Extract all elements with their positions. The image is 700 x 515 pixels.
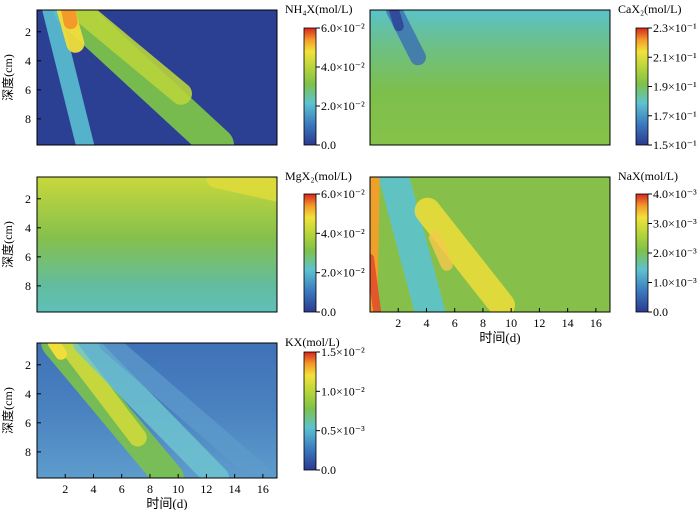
y-tick-label: 2 (25, 192, 31, 206)
colorbar (635, 27, 649, 146)
y-tick-label: 2 (25, 25, 31, 39)
colorbar-tick-label: 1.5×10⁻¹ (653, 138, 697, 152)
y-axis-label: 深度(cm) (0, 387, 15, 434)
x-tick-label: 12 (200, 482, 212, 496)
colorbar-tick-label: 2.0×10⁻² (321, 99, 365, 113)
x-tick-label: 4 (90, 482, 96, 496)
concentration-band-4 (99, 343, 275, 478)
colorbar-title: NaX(mol/L) (618, 169, 678, 183)
x-tick-label: 8 (147, 482, 153, 496)
colorbar-tick-label: 0.0 (321, 305, 336, 319)
y-tick-label: 8 (25, 279, 31, 293)
colorbar-tick-label: 0.0 (321, 138, 336, 152)
heatmap-features (386, 10, 426, 66)
colorbar-tick-label: 4.0×10⁻² (321, 226, 365, 240)
colorbar-tick-label: 6.0×10⁻² (321, 187, 365, 201)
x-tick-label: 14 (562, 316, 574, 330)
colorbar-tick-label: 1.0×10⁻² (321, 384, 365, 398)
x-tick-label: 10 (505, 316, 517, 330)
y-axis-label: 深度(cm) (0, 221, 15, 268)
x-tick-label: 16 (257, 482, 269, 496)
colorbar-tick-label: 2.0×10⁻³ (653, 246, 697, 260)
concentration-band-2 (56, 343, 147, 447)
colorbar (303, 193, 317, 313)
colorbar-tick-label: 0.5×10⁻³ (321, 424, 365, 438)
concentration-band-5 (61, 10, 78, 30)
colorbar-tick-label: 4.0×10⁻³ (653, 187, 697, 201)
y-tick-label: 4 (25, 387, 31, 401)
heatmap-features (41, 343, 275, 478)
concentration-band-5 (428, 231, 453, 271)
colorbar-title: CaX₂(mol/L) (618, 2, 682, 16)
colorbar-title: NH₄X(mol/L) (285, 2, 353, 16)
colorbar-tick-label: 6.0×10⁻² (321, 21, 365, 35)
y-tick-label: 4 (25, 221, 31, 235)
colorbar-tick-label: 1.0×10⁻³ (653, 276, 697, 290)
colorbar-tick-label: 3.0×10⁻³ (653, 217, 697, 231)
heatmap-features (42, 10, 234, 145)
x-axis-label: 时间(d) (146, 496, 187, 510)
x-tick-label: 16 (590, 316, 602, 330)
colorbar-tick-label: 1.5×10⁻² (321, 345, 365, 359)
x-tick-label: 8 (480, 316, 486, 330)
plot-frame (36, 9, 278, 146)
colorbar (635, 193, 649, 313)
x-tick-label: 14 (229, 482, 241, 496)
colorbar-tick-label: 1.9×10⁻¹ (653, 80, 697, 94)
panel-4: 2 4 6 8 10 12 14 16 时间(d) 0.0 1.0×10⁻³ 2.0×10⁻³ 3.0×… (369, 169, 697, 345)
heatmap-features (370, 177, 515, 312)
concentration-band-3 (42, 10, 94, 145)
concentration-band-2 (370, 254, 382, 312)
plot-frame (36, 342, 278, 479)
y-tick-label: 6 (25, 250, 31, 264)
colorbar-tick-label: 1.7×10⁻¹ (653, 109, 697, 123)
concentration-band-5 (47, 343, 67, 360)
concentration-band-2 (389, 10, 404, 32)
x-tick-label: 6 (452, 316, 458, 330)
panel-3: 2 4 6 8 深度(cm) 0.0 2.0×10⁻² 4.0×10⁻² 6.0×10⁻² MgX… (0, 169, 365, 319)
colorbar (303, 351, 317, 471)
colorbar-tick-label: 2.3×10⁻¹ (653, 21, 697, 35)
y-tick-label: 2 (25, 358, 31, 372)
x-tick-label: 10 (172, 482, 184, 496)
x-tick-label: 12 (533, 316, 545, 330)
y-tick-label: 8 (25, 445, 31, 459)
x-tick-label: 2 (62, 482, 68, 496)
y-tick-label: 4 (25, 54, 31, 68)
concentration-band-4 (414, 197, 515, 312)
plot-frame (36, 176, 278, 313)
plot-frame (369, 9, 611, 146)
colorbar-tick-label: 2.1×10⁻¹ (653, 50, 697, 64)
heatmap-features (206, 177, 277, 202)
panel-5: 2 4 6 8 2 4 6 8 10 12 14 16 深度(cm) 时间(d) 0.0 0.5×10⁻³ 1.… (0, 335, 365, 511)
colorbar-title: KX(mol/L) (285, 335, 340, 349)
y-tick-label: 6 (25, 83, 31, 97)
concentration-band-3 (73, 343, 229, 478)
colorbar (303, 27, 317, 146)
concentration-band-3 (379, 177, 445, 312)
plot-frame (369, 176, 611, 313)
colorbar-tick-label: 2.0×10⁻² (321, 266, 365, 280)
y-tick-label: 6 (25, 416, 31, 430)
concentration-band-2 (69, 10, 192, 105)
y-axis-label: 深度(cm) (0, 54, 15, 101)
x-tick-label: 6 (119, 482, 125, 496)
colorbar-tick-label: 4.0×10⁻² (321, 60, 365, 74)
panel-1: 2 4 6 8 深度(cm) 0.0 2.0×10⁻² 4.0×10⁻² 6.0×10⁻² NH₄… (0, 2, 365, 152)
heatmap-field (37, 177, 277, 312)
colorbar-title: MgX₂(mol/L) (285, 169, 352, 183)
concentration-band-1 (206, 177, 277, 202)
y-tick-label: 8 (25, 112, 31, 126)
x-axis-label: 时间(d) (479, 330, 520, 345)
x-tick-label: 4 (423, 316, 429, 330)
x-tick-label: 2 (395, 316, 401, 330)
colorbar-tick-label: 0.0 (321, 463, 336, 477)
panel-2: 1.5×10⁻¹ 1.7×10⁻¹ 1.9×10⁻¹ 2.1×10⁻¹ 2.3×10⁻¹… (369, 2, 697, 152)
colorbar-tick-label: 0.0 (653, 305, 668, 319)
